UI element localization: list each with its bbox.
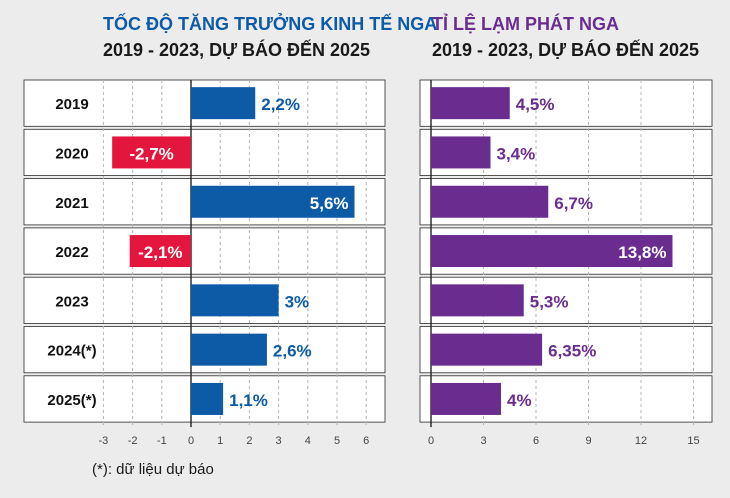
gdp-data-label: 1,1% xyxy=(229,391,268,410)
inflation-bar xyxy=(431,87,510,120)
inflation-chart-title: TỈ LỆ LẠM PHÁT NGA xyxy=(432,14,619,34)
category-label: 2023 xyxy=(55,293,88,310)
category-label: 2021 xyxy=(55,195,88,212)
gdp-tick-label: -2 xyxy=(128,435,138,447)
inflation-tick-label: 6 xyxy=(533,435,539,447)
inflation-bar xyxy=(431,284,524,317)
gdp-bar xyxy=(191,284,279,317)
gdp-data-label: 2,2% xyxy=(261,95,300,114)
gdp-tick-label: 5 xyxy=(334,435,340,447)
gdp-bar xyxy=(191,185,355,218)
inflation-bar xyxy=(431,382,501,415)
inflation-tick-label: 12 xyxy=(635,435,647,447)
row-band-left xyxy=(23,128,386,177)
gdp-tick-label: 4 xyxy=(305,435,311,447)
inflation-bar xyxy=(431,333,543,366)
gdp-tick-label: -1 xyxy=(157,435,167,447)
gdp-tick-label: -3 xyxy=(99,435,109,447)
gdp-tick-label: 0 xyxy=(188,435,194,447)
gdp-bar xyxy=(191,333,267,366)
inflation-chart-subtitle: 2019 - 2023, DỰ BÁO ĐẾN 2025 xyxy=(432,40,700,60)
inflation-tick-label: 3 xyxy=(480,435,486,447)
inflation-data-label: 3,4% xyxy=(497,144,536,163)
footnote: (*): dữ liệu dự báo xyxy=(92,461,214,478)
inflation-bar xyxy=(431,235,673,268)
inflation-data-label: 4,5% xyxy=(516,95,555,114)
gdp-data-label: -2,1% xyxy=(138,243,182,262)
inflation-bar xyxy=(431,185,549,218)
inflation-data-label: 6,7% xyxy=(554,194,593,213)
inflation-tick-label: 9 xyxy=(585,435,591,447)
inflation-data-label: 13,8% xyxy=(618,243,666,262)
gdp-chart-title: TỐC ĐỘ TĂNG TRƯỞNG KINH TẾ NGA xyxy=(103,14,438,34)
gdp-bar xyxy=(129,235,191,268)
gdp-tick-label: 2 xyxy=(246,435,252,447)
gdp-data-label: 3% xyxy=(285,292,310,311)
category-label: 2020 xyxy=(55,145,88,162)
gdp-bar xyxy=(191,87,256,120)
gdp-tick-label: 6 xyxy=(363,435,369,447)
inflation-data-label: 6,35% xyxy=(548,342,596,361)
inflation-bar xyxy=(431,136,491,169)
gdp-tick-label: 1 xyxy=(217,435,223,447)
gdp-data-label: -2,7% xyxy=(129,144,173,163)
inflation-data-label: 4% xyxy=(507,391,532,410)
category-label: 2019 xyxy=(55,96,88,113)
gdp-bar xyxy=(191,382,224,415)
category-label: 2025(*) xyxy=(47,392,96,409)
category-label: 2024(*) xyxy=(47,343,96,360)
gdp-data-label: 2,6% xyxy=(273,342,312,361)
inflation-tick-label: 15 xyxy=(687,435,699,447)
category-label: 2022 xyxy=(55,244,88,261)
row-band-left xyxy=(23,227,386,275)
gdp-data-label: 5,6% xyxy=(310,194,349,213)
gdp-tick-label: 3 xyxy=(276,435,282,447)
inflation-data-label: 5,3% xyxy=(530,292,569,311)
gdp-bar xyxy=(112,136,191,169)
inflation-tick-label: 0 xyxy=(428,435,434,447)
gdp-chart-subtitle: 2019 - 2023, DỰ BÁO ĐẾN 2025 xyxy=(103,40,371,60)
